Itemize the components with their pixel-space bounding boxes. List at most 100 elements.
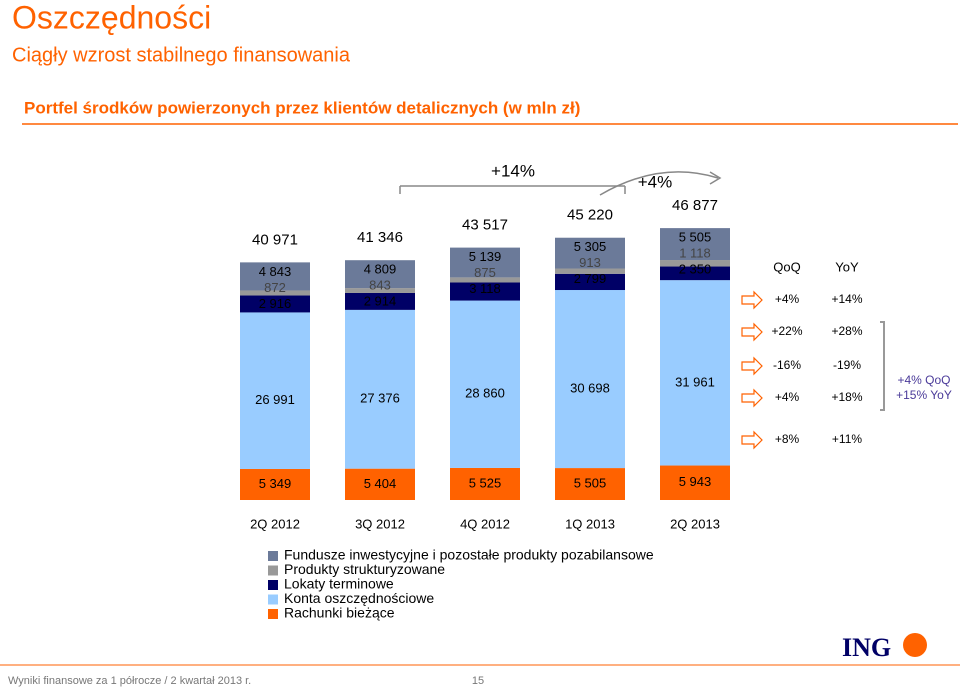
growth-value: +22% [771, 324, 802, 338]
arrow-head [709, 171, 722, 185]
bar-segment [450, 277, 520, 283]
bar-segment [555, 468, 625, 500]
value-label: 2 916 [259, 296, 292, 311]
value-label: 5 505 [574, 475, 607, 490]
arrow-icon [741, 322, 763, 342]
total-label: 41 346 [357, 229, 403, 246]
growth-value: -16% [773, 358, 801, 372]
value-label: 30 698 [570, 380, 610, 395]
arrow-icon [741, 388, 763, 408]
annotation: +14% [491, 161, 535, 180]
bar-segment [345, 260, 415, 289]
bar-segment [660, 280, 730, 466]
arrow-icon [741, 290, 763, 310]
bar-segment [555, 290, 625, 469]
value-label: 4 843 [259, 264, 292, 279]
value-label: 3 118 [469, 281, 501, 296]
x-tick-label: 2Q 2013 [670, 516, 720, 531]
bar-segment [240, 468, 310, 500]
slide-subtitle: Ciągły wzrost stabilnego finansowania [12, 44, 351, 66]
bar-segment [450, 300, 520, 468]
legend-swatch [268, 609, 278, 619]
growth-value: +8% [775, 432, 800, 446]
bar-segment [450, 247, 520, 278]
value-label: 5 525 [469, 475, 502, 490]
bar-segment [555, 268, 625, 274]
total-label: 45 220 [567, 207, 613, 224]
value-label: 843 [369, 278, 391, 293]
value-label: 5 349 [259, 476, 292, 491]
value-label: 875 [474, 265, 496, 280]
total-label: 40 971 [252, 231, 298, 248]
value-label: 2 350 [679, 262, 712, 277]
value-label: 5 404 [364, 476, 397, 491]
growth-header: QoQ [773, 259, 800, 274]
value-label: 31 961 [675, 374, 715, 389]
growth-value: -19% [833, 358, 861, 372]
bar-segment [660, 260, 730, 267]
bar-segment [240, 290, 310, 296]
bar-segment [555, 273, 625, 291]
logo-lion [903, 633, 927, 657]
x-tick-label: 1Q 2013 [565, 516, 615, 531]
total-label: 43 517 [462, 217, 508, 234]
bracket [880, 321, 885, 411]
annotation: +4% [638, 172, 673, 191]
bar-segment [555, 237, 625, 269]
x-tick-label: 3Q 2012 [355, 516, 405, 531]
bar-segment [240, 262, 310, 291]
legend-label: Konta oszczędnościowe [284, 590, 434, 606]
bar-segment [345, 468, 415, 500]
value-label: 5 943 [679, 474, 712, 489]
growth-value: +28% [831, 324, 862, 338]
total-label: 46 877 [672, 197, 718, 214]
bar-segment [450, 282, 520, 301]
legend-swatch [268, 565, 278, 576]
savings-growth: +15% YoY [896, 388, 952, 402]
footer-text: Wyniki finansowe za 1 półrocze / 2 kwart… [8, 675, 251, 687]
value-label: 1 118 [679, 246, 711, 261]
value-label: 26 991 [255, 392, 295, 407]
value-label: 872 [264, 280, 286, 295]
arrow-icon [741, 356, 763, 376]
legend-swatch [268, 594, 278, 605]
chart-title: Portfel środków powierzonych przez klien… [24, 98, 580, 117]
value-label: 2 914 [364, 294, 397, 309]
value-label: 27 376 [360, 391, 400, 406]
legend-label: Lokaty terminowe [284, 576, 394, 592]
bar-segment [450, 467, 520, 500]
arrow-icon [741, 430, 763, 450]
bar-segment [345, 288, 415, 293]
bar-segment [345, 292, 415, 310]
logo: ING [842, 633, 891, 662]
growth-value: +14% [831, 292, 862, 306]
growth-value: +4% [775, 292, 800, 306]
legend-swatch [268, 580, 278, 590]
growth-value: +18% [831, 390, 862, 404]
slide-title: Oszczędności [12, 0, 211, 35]
x-tick-label: 2Q 2012 [250, 516, 300, 531]
value-label: 4 809 [364, 262, 397, 277]
bar-segment [660, 266, 730, 281]
bar-segment [240, 312, 310, 469]
x-tick-label: 4Q 2012 [460, 516, 510, 531]
bar-segment [240, 295, 310, 313]
value-label: 5 305 [574, 239, 607, 254]
value-label: 28 860 [465, 386, 505, 401]
growth-header: YoY [835, 259, 859, 274]
legend-label: Rachunki bieżące [284, 605, 395, 621]
bar-segment [660, 228, 730, 261]
growth-value: +11% [832, 432, 862, 446]
legend-label: Fundusze inwestycyjne i pozostałe produk… [284, 547, 654, 563]
value-label: 5 139 [469, 249, 502, 264]
bar-segment [345, 309, 415, 469]
value-label: 5 505 [679, 230, 712, 245]
growth-value: +4% [775, 390, 800, 404]
value-label: 913 [579, 255, 601, 270]
arrow [599, 171, 719, 196]
legend-label: Produkty strukturyzowane [284, 561, 445, 577]
page-number: 15 [472, 675, 484, 687]
legend-swatch [268, 551, 278, 561]
